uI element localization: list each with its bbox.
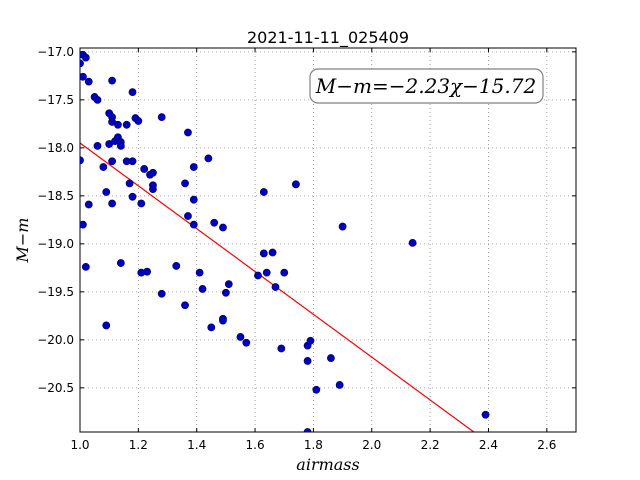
data-point	[116, 259, 125, 267]
data-point	[312, 385, 321, 394]
x-tick-label: 1.0	[70, 438, 89, 452]
x-tick-label: 1.2	[129, 438, 148, 452]
data-point	[84, 200, 93, 209]
data-point	[271, 283, 280, 291]
x-tick-label: 2.0	[362, 438, 381, 452]
data-point	[108, 199, 116, 208]
data-point	[128, 192, 137, 201]
data-point	[259, 249, 268, 258]
data-point	[242, 338, 251, 347]
x-tick-label: 2.4	[479, 438, 498, 452]
data-point	[236, 333, 245, 341]
data-point	[134, 117, 143, 125]
data-point	[157, 113, 166, 122]
data-point	[189, 195, 198, 204]
data-point	[306, 336, 315, 345]
y-tick-label: −18.0	[37, 141, 74, 155]
y-tick-label: −18.5	[37, 189, 74, 203]
x-tick-label: 2.2	[421, 438, 440, 452]
data-point	[116, 142, 125, 150]
data-point	[303, 428, 312, 432]
data-point	[195, 268, 204, 277]
x-tick-label: 1.8	[304, 438, 323, 452]
data-point	[93, 95, 102, 104]
data-point	[189, 163, 198, 171]
data-point	[157, 289, 166, 298]
equation-box	[309, 68, 544, 104]
plot-frame	[79, 47, 577, 433]
data-point	[219, 223, 227, 232]
data-point	[481, 410, 490, 419]
data-point	[143, 267, 152, 276]
y-tick-label: −17.5	[37, 93, 74, 107]
data-point	[204, 154, 213, 163]
data-point	[254, 271, 262, 280]
data-point	[262, 268, 271, 277]
x-axis-label: airmass	[296, 455, 359, 474]
y-tick-label: −19.0	[37, 237, 74, 251]
data-point	[80, 59, 84, 68]
data-point	[108, 157, 116, 166]
y-tick-label: −19.5	[37, 285, 74, 299]
data-point	[102, 321, 111, 330]
data-point	[184, 128, 192, 137]
data-point	[84, 77, 93, 86]
data-point	[128, 88, 137, 97]
data-point	[108, 76, 116, 85]
data-point	[280, 268, 289, 277]
data-point	[149, 168, 157, 177]
data-point	[181, 179, 189, 188]
y-axis-label: M−m	[13, 218, 32, 264]
data-point	[122, 120, 131, 129]
data-point	[140, 165, 149, 173]
data-point	[189, 220, 198, 229]
data-point	[408, 238, 417, 247]
data-point	[207, 323, 216, 332]
data-point	[277, 344, 286, 353]
data-point	[184, 212, 192, 220]
data-point	[224, 280, 233, 289]
data-point	[303, 357, 312, 365]
data-point	[268, 248, 277, 257]
data-points	[80, 50, 490, 432]
x-tick-label: 2.6	[537, 438, 556, 452]
data-point	[81, 262, 90, 271]
chart-title: 2021-11-11_025409	[247, 28, 409, 48]
data-point	[125, 179, 134, 188]
data-point	[292, 180, 300, 189]
y-tick-label: −20.0	[37, 333, 74, 347]
data-point	[137, 199, 146, 208]
axis-ticks: 1.0 1.2 1.4 1.6 1.8 2.0 2.2 2.4 2.6 −17.0 −17.5 −18…	[37, 45, 576, 452]
data-point	[327, 354, 335, 362]
data-point	[93, 142, 102, 150]
x-tick-label: 1.4	[187, 438, 206, 452]
y-tick-label: −17.0	[37, 45, 74, 59]
data-point	[80, 72, 87, 81]
y-tick-label: −20.5	[37, 381, 74, 395]
data-point	[221, 288, 230, 297]
data-point	[99, 163, 108, 171]
data-point	[259, 188, 268, 196]
data-point	[80, 156, 84, 165]
data-point	[335, 381, 344, 389]
data-point	[80, 220, 87, 229]
grid-lines	[80, 48, 576, 432]
data-point	[210, 218, 219, 227]
data-point	[338, 222, 347, 231]
data-point	[181, 301, 189, 310]
x-tick-label: 1.6	[246, 438, 265, 452]
data-point	[114, 120, 122, 129]
data-point	[149, 185, 157, 194]
fit-equation-annotation: M−m=−2.23χ−15.72	[315, 74, 536, 98]
data-point	[219, 316, 227, 325]
data-point	[102, 188, 111, 196]
data-point	[81, 53, 90, 62]
data-point	[128, 157, 137, 166]
data-point	[172, 262, 181, 270]
data-point	[198, 285, 207, 293]
